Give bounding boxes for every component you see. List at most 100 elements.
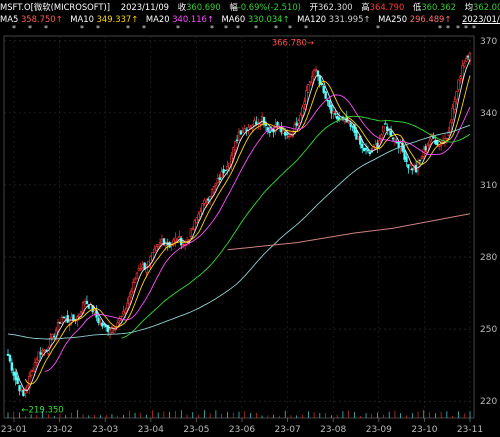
candle-body [320, 83, 323, 86]
candle-body [24, 390, 27, 394]
candle-body [139, 268, 143, 271]
candle-body [366, 149, 370, 152]
candle-body [463, 62, 466, 67]
candle-body [22, 390, 25, 397]
ma250-line [227, 213, 471, 251]
event-marker-icon: * [12, 24, 16, 33]
candle-body [364, 148, 368, 150]
candle-body [180, 237, 183, 246]
candle-body [330, 105, 333, 114]
event-marker-icon: * [254, 24, 258, 33]
candle-body [353, 124, 356, 133]
candle-body [407, 164, 410, 169]
candle-body [349, 123, 352, 127]
candle-body [305, 90, 308, 105]
candle-body [355, 130, 358, 140]
date-range[interactable]: 2023/01/03-2023/11/09(216日) [462, 14, 500, 24]
candle-body [93, 310, 96, 314]
x-tick-label: 23-02 [47, 425, 73, 435]
candle-body [222, 169, 225, 174]
low-value: 360.362 [421, 2, 456, 12]
candle-body [153, 248, 156, 253]
x-tick-label: 23-05 [183, 425, 209, 435]
candle-body [155, 246, 158, 251]
event-marker-icon: * [142, 24, 146, 33]
x-tick-label: 23-06 [229, 425, 255, 435]
candle-body [120, 315, 123, 318]
candle-body [403, 150, 406, 160]
event-marker-icon: * [176, 24, 180, 33]
event-marker-icon: * [304, 24, 308, 33]
candle-body [51, 333, 54, 339]
candle-body [418, 159, 422, 162]
ma20-line [44, 94, 471, 372]
candle-body [241, 130, 245, 133]
candle-body [103, 323, 106, 326]
ma10-line [24, 75, 471, 385]
quote-header-row: MSFT.O[微软(MICROSOFT)] 2023/11/09 收360.69… [0, 1, 500, 13]
ma120-line [7, 124, 471, 340]
candle-body [56, 321, 60, 333]
candle-body [181, 243, 185, 246]
event-marker-icon: * [44, 24, 48, 33]
candle-body [72, 314, 75, 321]
candle-body [420, 156, 424, 160]
candle-body [314, 69, 318, 71]
candle-body [334, 113, 337, 115]
candle-body [382, 125, 385, 133]
candle-body [131, 281, 135, 293]
candle-body [405, 156, 408, 163]
event-marker-icon: * [288, 24, 292, 33]
x-tick-label: 23-04 [138, 425, 164, 435]
candle-body [233, 141, 237, 151]
candle-body [357, 136, 360, 140]
candle-body [362, 147, 366, 152]
candle-body [106, 325, 110, 333]
candle-body [141, 264, 144, 268]
candle-body [464, 58, 468, 62]
ma5-label: MA5 [0, 14, 19, 24]
candle-body [309, 81, 312, 84]
candle-body [189, 228, 193, 237]
candle-body [399, 142, 402, 149]
candle-body [60, 317, 64, 324]
candle-body [395, 141, 399, 144]
candle-body [78, 313, 81, 317]
event-marker-icon: * [472, 24, 476, 33]
candle-body [453, 100, 456, 111]
candle-body [285, 133, 289, 136]
candle-body [31, 370, 35, 372]
candle-body [274, 124, 277, 132]
candle-body [386, 126, 389, 131]
candle-body [85, 300, 89, 305]
candle-body [52, 335, 56, 338]
max-price-annotation: 366.780→ [272, 38, 314, 48]
candle-body [322, 86, 325, 93]
event-marker-icon: * [210, 24, 214, 33]
candle-body [239, 130, 243, 135]
candle-body [43, 349, 46, 351]
candle-body [384, 123, 387, 125]
candle-body [99, 323, 102, 325]
candle-body [37, 351, 41, 361]
plot-frame [3, 35, 475, 419]
candle-body [235, 139, 239, 141]
candle-body [195, 217, 198, 224]
candle-body [424, 146, 427, 151]
candle-body [457, 79, 460, 91]
candle-body [16, 377, 19, 385]
candle-body [133, 278, 137, 283]
candle-body [205, 201, 208, 203]
candle-body [466, 55, 470, 58]
low-label: 低 [412, 2, 422, 12]
candle-body [33, 362, 37, 372]
candle-body [324, 91, 327, 99]
event-marker-icon: * [28, 24, 32, 33]
min-price-annotation: ←219.350 [21, 406, 63, 416]
candle-body [66, 315, 69, 323]
event-marker-icon: * [446, 24, 450, 33]
candle-body [160, 239, 164, 244]
candle-body [255, 121, 258, 125]
event-marker-icon: * [456, 24, 460, 33]
